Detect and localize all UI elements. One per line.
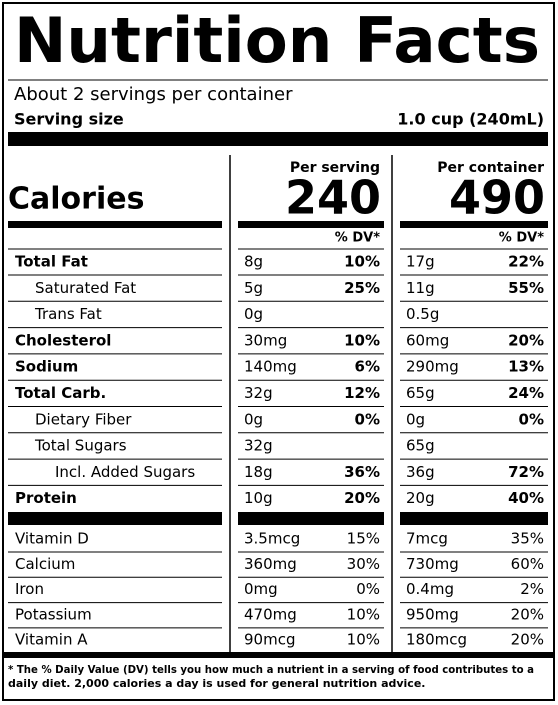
calories-value: 240 (285, 171, 381, 225)
calories-value: 490 (449, 171, 545, 225)
amount: 65g (406, 437, 435, 455)
amount: 360mg (244, 555, 297, 573)
daily-value: 10% (344, 253, 380, 271)
footnote: daily diet. 2,000 calories a day is used… (8, 677, 425, 690)
daily-value: 0% (356, 580, 380, 598)
daily-value: 22% (508, 253, 544, 271)
daily-value: 0% (519, 410, 544, 428)
daily-value: 20% (508, 331, 544, 349)
amount: 0mg (244, 580, 278, 598)
nutrient-name: Dietary Fiber (35, 410, 132, 428)
amount: 0g (406, 410, 425, 428)
nutrient-name: Cholesterol (15, 331, 111, 349)
thick-bar (400, 221, 548, 228)
nutrient-name: Iron (15, 580, 44, 598)
footnote: * The % Daily Value (DV) tells you how m… (8, 663, 534, 676)
daily-value: 10% (344, 331, 380, 349)
daily-value: 35% (511, 530, 544, 548)
daily-value: 12% (344, 384, 380, 402)
nutrient-name: Incl. Added Sugars (55, 463, 195, 481)
nutrient-name: Potassium (15, 605, 92, 623)
daily-value: 15% (347, 530, 380, 548)
amount: 10g (244, 489, 273, 507)
daily-value: 0% (355, 410, 380, 428)
amount: 18g (244, 463, 273, 481)
amount: 7mcg (406, 530, 448, 548)
title: Nutrition Facts (14, 4, 540, 77)
amount: 30mg (244, 331, 287, 349)
amount: 0g (244, 305, 263, 323)
servings: About 2 servings per container (14, 84, 293, 105)
amount: 32g (244, 437, 273, 455)
daily-value: 25% (344, 279, 380, 297)
nutrient-name: Sodium (15, 358, 78, 376)
thick-bar (238, 221, 384, 228)
daily-value: 36% (344, 463, 380, 481)
column-heading: Per container (437, 160, 544, 176)
dv-heading: % DV* (499, 231, 544, 246)
amount: 470mg (244, 605, 297, 623)
amount: 180mcg (406, 631, 467, 649)
serving-size-label: Serving size (14, 110, 124, 129)
daily-value: 55% (508, 279, 544, 297)
amount: 0.4mg (406, 580, 454, 598)
amount: 290mg (406, 358, 459, 376)
daily-value: 10% (347, 631, 380, 649)
calories-label: Calories (8, 182, 144, 217)
serving-size: 1.0 cup (240mL) (397, 110, 544, 129)
thick-bar (8, 132, 548, 146)
amount: 730mg (406, 555, 459, 573)
amount: 32g (244, 384, 273, 402)
nutrient-name: Total Sugars (34, 437, 127, 455)
amount: 950mg (406, 605, 459, 623)
thick-bar (8, 221, 222, 228)
nutrient-name: Trans Fat (34, 305, 102, 323)
amount: 0g (244, 410, 263, 428)
thick-bar (3, 652, 554, 658)
thick-bar (8, 512, 222, 525)
nutrient-name: Total Carb. (15, 384, 106, 402)
daily-value: 20% (344, 489, 380, 507)
thick-bar (400, 512, 548, 525)
daily-value: 20% (511, 631, 544, 649)
amount: 17g (406, 253, 435, 271)
amount: 11g (406, 279, 435, 297)
daily-value: 30% (347, 555, 380, 573)
nutrient-name: Protein (15, 489, 77, 507)
amount: 90mcg (244, 631, 295, 649)
column-heading: Per serving (290, 160, 380, 176)
amount: 5g (244, 279, 263, 297)
daily-value: 10% (347, 605, 380, 623)
amount: 20g (406, 489, 435, 507)
daily-value: 13% (508, 358, 544, 376)
nutrient-name: Vitamin D (15, 530, 89, 548)
thick-bar (238, 512, 384, 525)
daily-value: 6% (355, 358, 380, 376)
nutrient-name: Saturated Fat (35, 279, 136, 297)
amount: 8g (244, 253, 263, 271)
amount: 3.5mcg (244, 530, 300, 548)
dv-heading: % DV* (335, 231, 380, 246)
nutrient-name: Vitamin A (15, 631, 88, 649)
daily-value: 40% (508, 489, 544, 507)
amount: 0.5g (406, 305, 439, 323)
amount: 140mg (244, 358, 297, 376)
daily-value: 24% (508, 384, 544, 402)
nutrient-name: Calcium (15, 555, 75, 573)
daily-value: 72% (508, 463, 544, 481)
daily-value: 2% (520, 580, 544, 598)
amount: 36g (406, 463, 435, 481)
daily-value: 20% (511, 605, 544, 623)
nutrient-name: Total Fat (15, 253, 88, 271)
amount: 60mg (406, 331, 449, 349)
amount: 65g (406, 384, 435, 402)
daily-value: 60% (511, 555, 544, 573)
